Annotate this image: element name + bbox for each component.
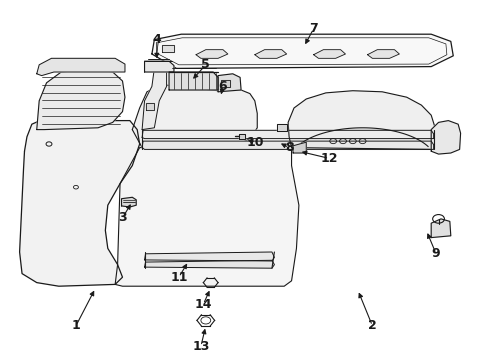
Text: 3: 3 xyxy=(118,211,127,224)
Text: 6: 6 xyxy=(219,80,227,93)
Text: 11: 11 xyxy=(170,271,188,284)
Polygon shape xyxy=(288,91,435,149)
Polygon shape xyxy=(37,69,125,130)
Polygon shape xyxy=(20,119,140,286)
Polygon shape xyxy=(132,85,257,148)
Polygon shape xyxy=(142,141,434,149)
Polygon shape xyxy=(220,80,230,87)
Polygon shape xyxy=(218,74,241,92)
Text: 9: 9 xyxy=(432,247,441,260)
Polygon shape xyxy=(196,50,228,58)
Polygon shape xyxy=(431,219,451,238)
Polygon shape xyxy=(239,134,245,139)
Polygon shape xyxy=(293,142,306,153)
Polygon shape xyxy=(152,34,453,68)
Polygon shape xyxy=(314,50,345,58)
Text: 4: 4 xyxy=(152,33,161,46)
Polygon shape xyxy=(142,130,434,139)
Polygon shape xyxy=(146,103,154,110)
Polygon shape xyxy=(162,45,174,52)
Text: 8: 8 xyxy=(285,141,294,154)
Text: 13: 13 xyxy=(192,340,210,353)
Text: 7: 7 xyxy=(309,22,318,35)
Text: 1: 1 xyxy=(72,319,80,332)
Text: 14: 14 xyxy=(195,298,212,311)
Polygon shape xyxy=(277,124,287,131)
Polygon shape xyxy=(37,58,125,76)
Polygon shape xyxy=(431,121,461,154)
Polygon shape xyxy=(145,260,274,268)
Polygon shape xyxy=(145,252,274,261)
Polygon shape xyxy=(145,61,174,72)
Text: 10: 10 xyxy=(247,136,265,149)
Text: 2: 2 xyxy=(368,319,377,332)
Polygon shape xyxy=(122,197,136,207)
Text: 5: 5 xyxy=(201,58,210,71)
Polygon shape xyxy=(255,50,287,58)
Text: 12: 12 xyxy=(320,152,338,165)
Polygon shape xyxy=(169,72,218,90)
Polygon shape xyxy=(142,65,167,130)
Polygon shape xyxy=(115,148,299,286)
Polygon shape xyxy=(368,50,399,58)
